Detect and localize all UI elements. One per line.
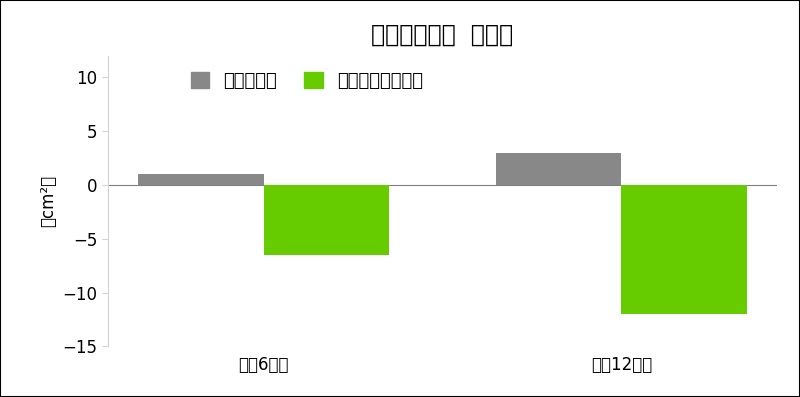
Bar — [622, 185, 746, 314]
Legend: プラセボ群, ボタンボウフウ群: プラセボ群, ボタンボウフウ群 — [184, 65, 430, 98]
Bar — [496, 153, 622, 185]
Bar — [264, 185, 389, 255]
Y-axis label: （cm²）: （cm²） — [39, 175, 57, 227]
Title: 内臓脂肪面積  変化量: 内臓脂肪面積 変化量 — [371, 23, 514, 47]
Bar — [138, 174, 264, 185]
